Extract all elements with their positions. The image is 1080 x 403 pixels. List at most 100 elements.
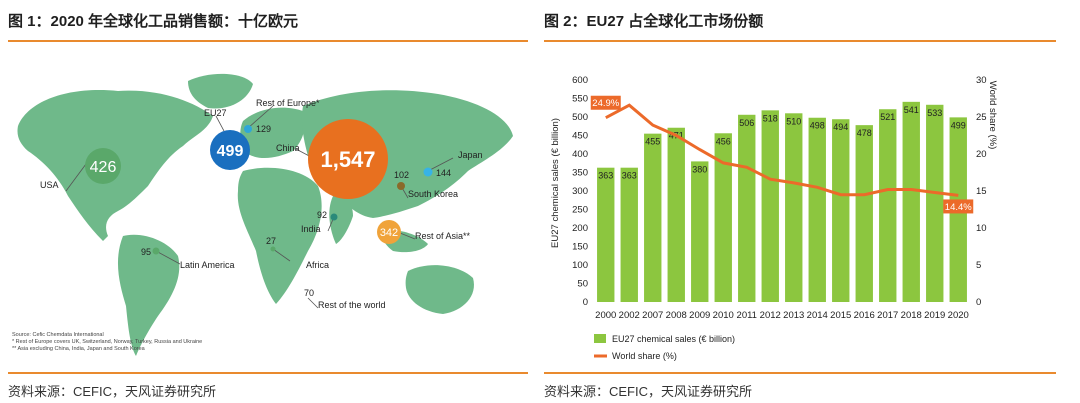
bar (761, 110, 779, 302)
bar (620, 167, 638, 302)
bar-value-label: 363 (622, 171, 637, 181)
usa-bubble (85, 148, 121, 184)
x-tick-label: 2007 (642, 310, 663, 321)
y-axis-left-label: EU27 chemical sales (€ billion) (550, 118, 561, 248)
bar (832, 119, 850, 302)
y-left-tick-label: 350 (572, 168, 588, 179)
africa-leader-line (272, 248, 291, 262)
bar (691, 161, 709, 302)
bar-value-label: 521 (880, 112, 895, 122)
y-left-tick-label: 600 (572, 75, 588, 86)
y-left-tick-label: 100 (572, 260, 588, 271)
y-right-tick-label: 25 (976, 112, 987, 123)
bar-value-label: 506 (739, 118, 754, 128)
x-tick-label: 2020 (948, 310, 969, 321)
latin-america-bubble (152, 247, 160, 255)
map-source-note: Source: Cefic Chemdata International * R… (12, 332, 202, 352)
y-axis-right-label: World share (%) (987, 81, 998, 149)
y-right-tick-label: 10 (976, 223, 987, 234)
bar (667, 127, 685, 302)
bar-series (597, 101, 967, 303)
map-bubbles: 426 USA 499 EU27 129 Rest of Europe* 1,5… (40, 98, 483, 310)
chart-legend: EU27 chemical sales (€ billion) World sha… (594, 334, 735, 361)
world-sales-map: 426 USA 499 EU27 129 Rest of Europe* 1,5… (12, 73, 513, 356)
bar-value-label: 510 (786, 116, 801, 126)
left-source-text: 资料来源：CEFIC，天风证券研究所 (8, 384, 217, 399)
china-bubble (308, 119, 388, 199)
bar (714, 133, 732, 302)
legend-swatch-sales (594, 334, 606, 343)
annotation-label: 14.4% (945, 202, 972, 213)
india-bubble (330, 213, 338, 221)
eu27-label: EU27 (204, 108, 227, 118)
bar-value-label: 380 (692, 164, 707, 174)
left-title-divider (8, 40, 528, 42)
south-korea-bubble (397, 182, 405, 190)
map-source-line-2: * Rest of Europe covers UK, Switzerland,… (12, 339, 202, 345)
y-left-tick-label: 50 (577, 279, 588, 290)
bar (855, 125, 873, 302)
bar-value-label: 455 (645, 137, 660, 147)
x-tick-label: 2000 (595, 310, 616, 321)
right-panel-title: 图 2：EU27 占全球化工市场份额 (544, 13, 764, 30)
bar (926, 104, 944, 302)
south-korea-label: South Korea (408, 189, 458, 199)
india-value: 92 (317, 210, 327, 220)
y-right-tick-label: 30 (976, 75, 987, 86)
rest-of-asia-leader-line (399, 232, 416, 240)
y-left-tick-label: 400 (572, 149, 588, 160)
bar-value-label: 541 (904, 105, 919, 115)
eu27-value: 499 (217, 143, 244, 160)
x-tick-label: 2018 (901, 310, 922, 321)
africa-label: Africa (306, 260, 329, 270)
world-map-continents (17, 73, 513, 356)
y-left-tick-label: 500 (572, 112, 588, 123)
y-left-tick-label: 150 (572, 242, 588, 253)
rest-of-asia-label: Rest of Asia** (415, 231, 471, 241)
latin-america-leader-line (155, 250, 181, 265)
map-source-line-1: Source: Cefic Chemdata International (12, 332, 104, 338)
latin-america-value: 95 (141, 247, 151, 257)
rest-of-world-leader-line (307, 297, 319, 309)
y-left-tick-label: 550 (572, 94, 588, 105)
africa-bubble (270, 246, 276, 252)
china-value: 1,547 (320, 147, 375, 172)
rest-of-asia-bubble (377, 220, 401, 244)
japan-leader-line (427, 157, 454, 172)
greenland-shape (188, 73, 253, 109)
usa-label: USA (40, 180, 59, 190)
rest-of-world-label: Rest of the world (318, 300, 386, 310)
x-tick-label: 2015 (830, 310, 851, 321)
y-right-tick-label: 0 (976, 297, 981, 308)
japan-label: Japan (458, 150, 483, 160)
latin-america-label: Latin America (180, 260, 235, 270)
y-left-tick-label: 300 (572, 186, 588, 197)
y-left-tick-label: 250 (572, 205, 588, 216)
japan-bubble (423, 167, 433, 177)
x-tick-label: 2009 (689, 310, 710, 321)
rest-of-europe-label: Rest of Europe* (256, 98, 320, 108)
y-left-tick-label: 0 (583, 297, 588, 308)
japan-value: 144 (436, 168, 451, 178)
bar (808, 117, 826, 303)
annotation-box (943, 199, 974, 214)
legend-label-share: World share (%) (612, 351, 677, 361)
south-korea-value: 102 (394, 170, 409, 180)
bar (879, 109, 897, 302)
x-tick-label: 2002 (619, 310, 640, 321)
x-tick-label: 2017 (877, 310, 898, 321)
bar (785, 113, 803, 302)
usa-value: 426 (90, 159, 117, 176)
india-label: India (301, 224, 321, 234)
bar-value-label: 478 (857, 128, 872, 138)
y-axis-left-ticks: 0 50 100 150 200 250 300 350 400 450 500 550 600 (572, 75, 588, 308)
x-tick-label: 2013 (783, 310, 804, 321)
x-axis-ticks: 2000 2002 2007 2008 2009 2010 2011 2012 2013 2014… (595, 310, 969, 321)
bar-value-label: 533 (927, 108, 942, 118)
bar (597, 167, 615, 302)
rest-of-asia-value: 342 (380, 227, 398, 239)
y-left-tick-label: 200 (572, 223, 588, 234)
x-tick-label: 2016 (854, 310, 875, 321)
africa-value: 27 (266, 236, 276, 246)
x-tick-label: 2012 (760, 310, 781, 321)
